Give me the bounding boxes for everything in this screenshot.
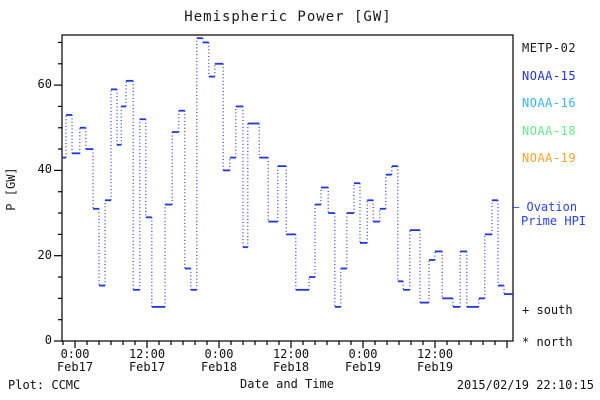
- north-label: north: [536, 335, 573, 349]
- asterisk-symbol: *: [522, 335, 530, 349]
- chart-title: Hemispheric Power [GW]: [184, 9, 392, 25]
- legend-item-noaa-18: NOAA-18: [522, 123, 577, 138]
- legend-item-noaa-19: NOAA-19: [522, 151, 577, 165]
- x-tick-time: 0:00: [348, 347, 378, 361]
- y-tick-label: 40: [37, 162, 52, 177]
- legend-marker-south: + south: [522, 303, 598, 317]
- y-tick-label: 0: [44, 333, 52, 347]
- plus-symbol: +: [522, 303, 530, 317]
- x-tick-label: 12:00 Feb19: [403, 348, 467, 374]
- x-tick-label: 0:00 Feb17: [43, 348, 107, 374]
- plot-box: [61, 34, 514, 342]
- ovation-label-line2: Prime HPI: [521, 214, 587, 228]
- legend-ovation-prime-hpi: — Ovation Prime HPI: [512, 200, 598, 228]
- x-tick-time: 0:00: [60, 347, 90, 361]
- x-tick-time: 12:00: [416, 347, 454, 361]
- x-tick-time: 12:00: [272, 347, 310, 361]
- x-tick-label: 12:00 Feb18: [259, 348, 323, 374]
- south-label: south: [536, 303, 573, 317]
- x-tick-label: 0:00 Feb19: [331, 348, 395, 374]
- legend-item-noaa-16: NOAA-16: [522, 96, 577, 110]
- legend-item-noaa-15: NOAA-15: [522, 68, 577, 83]
- ovation-line-sample: —: [512, 200, 520, 214]
- x-tick-date: Feb19: [416, 360, 454, 374]
- x-axis-label: Date and Time: [240, 377, 334, 391]
- x-tick-time: 12:00: [128, 347, 166, 361]
- x-tick-date: Feb17: [128, 360, 166, 374]
- plot-source-label: Plot: CCMC: [8, 378, 81, 392]
- ovation-label-line1: Ovation: [526, 200, 578, 214]
- x-tick-date: Feb18: [272, 360, 310, 374]
- x-tick-time: 0:00: [204, 347, 234, 361]
- y-axis-label: P [GW]: [4, 167, 18, 211]
- y-tick-label: 20: [37, 247, 52, 262]
- legend-item-metp-02: METP-02: [522, 41, 577, 55]
- plot-timestamp: 2015/02/19 22:10:15: [456, 378, 594, 392]
- x-tick-date: Feb19: [344, 360, 382, 374]
- x-tick-label: 0:00 Feb18: [187, 348, 251, 374]
- x-tick-date: Feb17: [56, 360, 94, 374]
- x-tick-date: Feb18: [200, 360, 238, 374]
- x-tick-label: 12:00 Feb17: [115, 348, 179, 374]
- legend-marker-north: * north: [522, 335, 598, 349]
- y-tick-label: 60: [37, 77, 52, 92]
